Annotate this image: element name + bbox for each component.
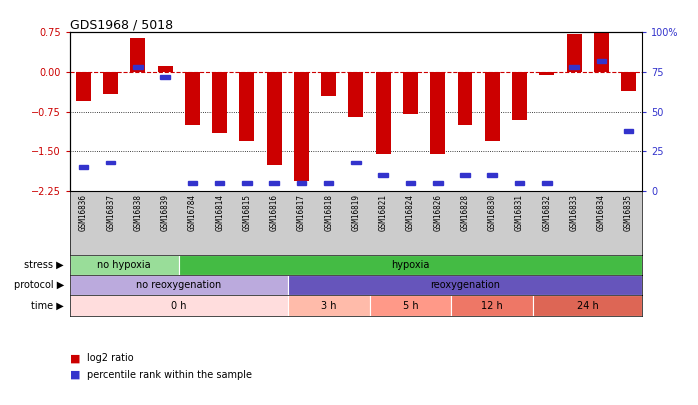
Bar (79, 166, 88, 169)
Text: protocol ▶: protocol ▶ (14, 280, 64, 290)
Text: GSM16837: GSM16837 (106, 194, 115, 231)
Text: GSM16817: GSM16817 (297, 194, 306, 231)
Text: GSM16833: GSM16833 (570, 194, 579, 231)
Text: GSM16819: GSM16819 (352, 194, 360, 231)
Text: reoxygenation: reoxygenation (430, 280, 500, 290)
Bar (487, 173, 497, 177)
Bar (512, 72, 527, 120)
Bar (460, 173, 470, 177)
Text: 0 h: 0 h (171, 301, 186, 311)
Text: GDS1968 / 5018: GDS1968 / 5018 (70, 18, 173, 31)
Text: no reoxygenation: no reoxygenation (136, 280, 221, 290)
Bar (376, 72, 391, 154)
Bar (70, 275, 288, 296)
Bar (103, 72, 118, 94)
Bar (542, 181, 551, 185)
Text: GSM16821: GSM16821 (379, 194, 387, 231)
Bar (540, 72, 554, 75)
Bar (533, 296, 642, 316)
Bar (297, 181, 306, 185)
Bar (324, 181, 334, 185)
Bar (348, 72, 364, 117)
Bar (242, 181, 252, 185)
Text: GSM16838: GSM16838 (133, 194, 142, 231)
Bar (430, 72, 445, 154)
Text: GSM16830: GSM16830 (488, 194, 497, 231)
Bar (133, 66, 142, 69)
Bar (239, 72, 255, 141)
Text: no hypoxia: no hypoxia (98, 260, 151, 270)
Bar (188, 181, 198, 185)
Bar (597, 59, 606, 63)
Bar (567, 34, 581, 72)
Bar (70, 255, 179, 275)
Text: GSM16836: GSM16836 (79, 194, 88, 231)
Bar (161, 75, 170, 79)
Text: GSM16815: GSM16815 (242, 194, 251, 231)
Bar (76, 72, 91, 101)
Bar (484, 72, 500, 141)
Bar (514, 181, 524, 185)
Bar (406, 181, 415, 185)
Bar (378, 173, 388, 177)
Bar (269, 181, 279, 185)
Text: 5 h: 5 h (403, 301, 418, 311)
Bar (370, 296, 452, 316)
Text: ■: ■ (70, 370, 80, 379)
Bar (294, 72, 309, 181)
Bar (267, 72, 282, 165)
Text: GSM16826: GSM16826 (433, 194, 443, 231)
Text: GSM16831: GSM16831 (515, 194, 524, 231)
Text: GSM16824: GSM16824 (406, 194, 415, 231)
Text: GSM16784: GSM16784 (188, 194, 197, 231)
Bar (106, 161, 115, 164)
Text: GSM16834: GSM16834 (597, 194, 606, 231)
Text: GSM16828: GSM16828 (461, 194, 470, 231)
Text: 3 h: 3 h (321, 301, 336, 311)
Text: ■: ■ (70, 354, 80, 363)
Bar (351, 161, 361, 164)
Bar (70, 296, 288, 316)
Bar (212, 72, 227, 133)
Text: GSM16832: GSM16832 (542, 194, 551, 231)
Text: log2 ratio: log2 ratio (87, 354, 134, 363)
Text: time ▶: time ▶ (31, 301, 64, 311)
Text: GSM16814: GSM16814 (215, 194, 224, 231)
Text: stress ▶: stress ▶ (24, 260, 64, 270)
Text: hypoxia: hypoxia (392, 260, 430, 270)
Bar (288, 275, 642, 296)
Bar (594, 32, 609, 72)
Text: GSM16818: GSM16818 (325, 194, 333, 231)
Bar (131, 38, 145, 72)
Bar (403, 72, 418, 115)
Bar (158, 66, 172, 72)
Bar (179, 255, 642, 275)
Bar (624, 129, 633, 133)
Bar (185, 72, 200, 125)
Text: 24 h: 24 h (577, 301, 598, 311)
Bar (288, 296, 370, 316)
Bar (433, 181, 443, 185)
Text: percentile rank within the sample: percentile rank within the sample (87, 370, 252, 379)
Text: GSM16835: GSM16835 (624, 194, 633, 231)
Bar (570, 66, 579, 69)
Text: GSM16816: GSM16816 (269, 194, 279, 231)
Bar (321, 72, 336, 96)
Text: GSM16839: GSM16839 (161, 194, 170, 231)
Bar (457, 72, 473, 125)
Bar (452, 296, 533, 316)
Bar (621, 72, 636, 91)
Bar (215, 181, 225, 185)
Text: 12 h: 12 h (482, 301, 503, 311)
